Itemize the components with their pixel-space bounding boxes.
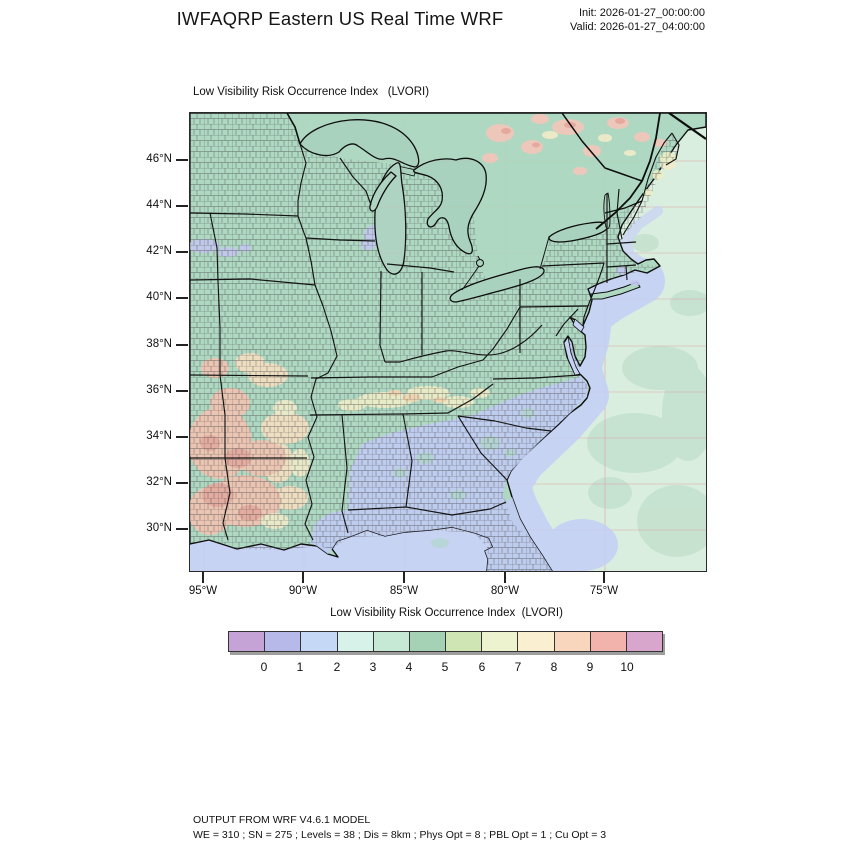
lon-tick — [302, 571, 304, 583]
colorbar-tick-label: 2 — [333, 660, 341, 674]
colorbar-cell — [517, 632, 554, 651]
colorbar-cell — [408, 632, 446, 651]
colorbar-cell — [589, 632, 626, 651]
green-bay — [369, 171, 397, 212]
colorbar-tick-label: 10 — [620, 660, 634, 674]
canada-border — [286, 113, 706, 230]
state-borders — [190, 132, 680, 541]
lat-tick — [176, 390, 188, 392]
ocean-shading — [587, 234, 706, 557]
colorbar-tick-label: 0 — [260, 660, 268, 674]
lat-tick — [176, 251, 188, 253]
lake-erie — [449, 266, 545, 303]
lon-tick — [202, 571, 204, 583]
lat-tick — [176, 528, 188, 530]
colorbar — [228, 631, 663, 652]
lat-tick-label: 36°N — [146, 384, 172, 396]
delaware-bay — [572, 318, 585, 333]
colorbar-tick-label: 4 — [405, 660, 413, 674]
lat-tick-label: 42°N — [146, 245, 172, 257]
bays — [563, 318, 585, 376]
lat-tick — [176, 159, 188, 161]
page-title: IWFAQRP Eastern US Real Time WRF — [176, 8, 504, 29]
colorbar-cell — [553, 632, 590, 651]
colorbar-title: Low Visibility Risk Occurrence Index (LV… — [330, 607, 563, 619]
model-info-line1: OUTPUT FROM WRF V4.6.1 MODEL — [193, 814, 371, 826]
colorbar-cell — [336, 632, 373, 651]
model-info-line2: WE = 310 ; SN = 275 ; Levels = 38 ; Dis … — [193, 828, 607, 841]
colorbar-tick-label: 6 — [478, 660, 486, 674]
colorbar-tick-label: 7 — [514, 660, 522, 674]
lon-tick — [403, 571, 405, 583]
lon-tick — [504, 571, 506, 583]
lon-tick-label: 85°W — [389, 585, 419, 597]
lat-tick — [176, 436, 188, 438]
lon-tick-label: 75°W — [589, 585, 619, 597]
canada-patches — [482, 114, 676, 175]
colorbar-cell — [625, 632, 663, 651]
lat-tick — [176, 344, 188, 346]
lake-superior — [299, 119, 420, 168]
colorbar-cell — [229, 632, 265, 651]
lat-tick-label: 32°N — [146, 476, 172, 488]
colorbar-cell — [481, 632, 518, 651]
colorbar-tick-label: 9 — [586, 660, 594, 674]
lake-huron — [413, 157, 487, 255]
init-time: Init: 2026-01-27_00:00:00 — [579, 7, 705, 19]
colorbar-tick-label: 5 — [441, 660, 449, 674]
lat-tick-label: 38°N — [146, 338, 172, 350]
lat-tick-label: 40°N — [146, 291, 172, 303]
map-title: Low Visibility Risk Occurrence Index (LV… — [193, 86, 430, 98]
lat-tick-label: 46°N — [146, 153, 172, 165]
lon-tick — [603, 571, 605, 583]
long-island — [590, 281, 641, 300]
colorbar-tick-label: 8 — [550, 660, 558, 674]
lvori-map — [189, 112, 707, 572]
lat-tick — [176, 297, 188, 299]
valid-time: Valid: 2026-01-27_04:00:00 — [570, 21, 705, 33]
lon-tick-label: 90°W — [288, 585, 318, 597]
lvori-map-canvas — [190, 113, 706, 571]
colorbar-cell — [300, 632, 337, 651]
lon-tick-label: 80°W — [490, 585, 520, 597]
colorbar-tick-label: 1 — [296, 660, 304, 674]
lat-tick — [176, 482, 188, 484]
lat-tick — [176, 205, 188, 207]
run-times: Init: 2026-01-27_00:00:00 Valid: 2026-01… — [570, 6, 705, 34]
colorbar-cell — [372, 632, 409, 651]
colorbar-cell — [264, 632, 301, 651]
chesapeake-bay — [563, 335, 581, 376]
colorbar-cell — [445, 632, 482, 651]
graticule-overlay — [190, 113, 706, 571]
lat-tick-label: 30°N — [146, 522, 172, 534]
lat-tick-label: 44°N — [146, 199, 172, 211]
lat-tick-label: 34°N — [146, 430, 172, 442]
colorbar-tick-label: 3 — [369, 660, 377, 674]
model-info: OUTPUT FROM WRF V4.6.1 MODEL WE = 310 ; … — [193, 813, 606, 842]
great-lakes — [299, 119, 611, 303]
lake-st-clair — [476, 259, 484, 267]
lon-tick-label: 95°W — [188, 585, 218, 597]
